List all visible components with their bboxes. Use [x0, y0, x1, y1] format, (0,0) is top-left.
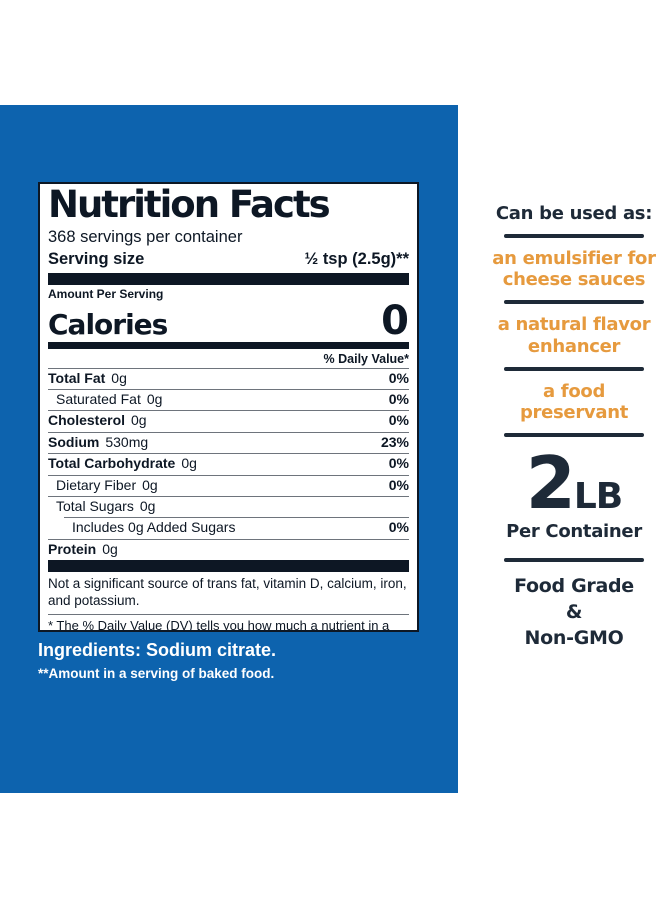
nutrition-facts-title: Nutrition Facts: [48, 183, 331, 226]
quality-food-grade: Food Grade: [514, 575, 634, 598]
daily-value-header: % Daily Value*: [323, 351, 409, 366]
ingredients-text: Ingredients: Sodium citrate.: [38, 640, 277, 660]
quality-ampersand: &: [565, 601, 583, 624]
separator-bar-medium: [48, 341, 409, 349]
size-value: 2: [525, 441, 576, 526]
right-info-column: Can be used as: an emulsifier for cheese…: [488, 203, 660, 651]
ingredients-block: Ingredients: Sodium citrate. **Amount in…: [38, 640, 276, 682]
row-cholesterol: Cholesterol 0g 0%: [48, 410, 409, 431]
use-food-preservant: a food preservant: [519, 380, 629, 424]
calories-row: Calories 0: [48, 297, 409, 344]
amount-per-serving-label: Amount Per Serving: [48, 286, 164, 301]
use-flavor-enhancer: a natural flavor enhancer: [497, 314, 651, 357]
separator-bar-thick: [48, 272, 409, 285]
row-dietary-fiber: Dietary Fiber 0g 0%: [48, 474, 409, 496]
row-total-carbohydrate: Total Carbohydrate 0g 0%: [48, 453, 409, 474]
serving-size-row: Serving size ½ tsp (2.5g)**: [48, 250, 409, 269]
quality-non-gmo: Non-GMO: [524, 626, 624, 649]
calories-label: Calories: [48, 307, 168, 341]
quality-block: Food Grade & Non-GMO: [488, 574, 660, 651]
calories-value: 0: [381, 297, 409, 344]
divider: [504, 300, 644, 305]
row-total-sugars: Total Sugars 0g: [48, 495, 409, 517]
row-protein: Protein 0g: [48, 538, 409, 560]
row-added-sugars: Includes 0g Added Sugars 0%: [64, 517, 409, 538]
divider: [504, 433, 644, 438]
separator-bar-thick-bottom: [48, 560, 409, 573]
row-sodium: Sodium 530mg 23%: [48, 431, 409, 453]
serving-size-label: Serving size: [48, 249, 145, 268]
use-emulsifier: an emulsifier for cheese sauces: [492, 248, 656, 291]
divider: [504, 366, 644, 371]
row-saturated-fat: Saturated Fat 0g 0%: [48, 389, 409, 410]
per-container-caption: Per Container: [506, 521, 642, 543]
nutrition-facts-label: Nutrition Facts 368 servings per contain…: [38, 182, 419, 632]
divider: [504, 234, 644, 238]
baked-food-note: **Amount in a serving of baked food.: [38, 665, 275, 681]
servings-per-container: 368 servings per container: [48, 227, 243, 246]
daily-value-footnote: * The % Daily Value (DV) tells you how m…: [48, 613, 409, 630]
container-size: 2LB: [488, 447, 660, 519]
uses-heading: Can be used as:: [495, 203, 653, 224]
divider: [504, 558, 644, 563]
size-unit: LB: [573, 476, 623, 518]
row-total-fat: Total Fat 0g 0%: [48, 367, 409, 389]
not-significant-note: Not a significant source of trans fat, v…: [48, 576, 407, 609]
serving-size-value: ½ tsp (2.5g)**: [304, 249, 409, 268]
